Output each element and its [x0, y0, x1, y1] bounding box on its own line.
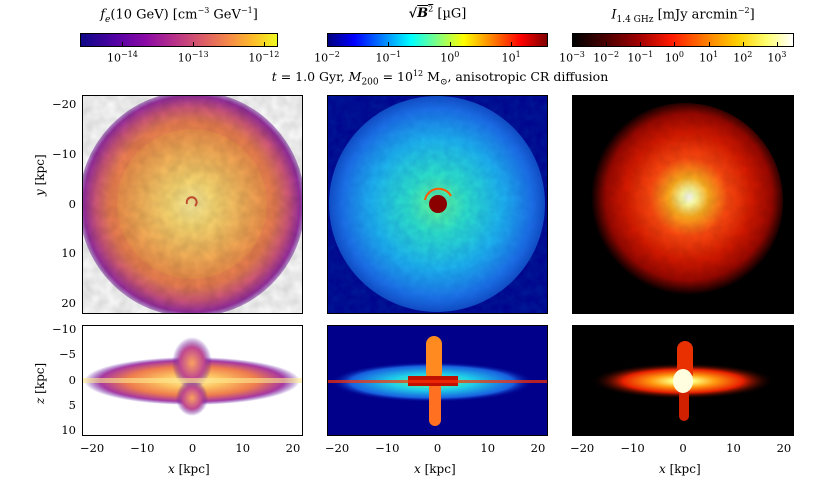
colorbar-tick-label: 10−13 — [177, 50, 209, 65]
fe-edge-on-image — [83, 326, 302, 435]
y-tick-label: −10 — [52, 146, 77, 161]
y-tick-label: −20 — [52, 96, 77, 111]
panel-B-edge-on — [327, 325, 548, 436]
colorbar-tick-label: 101 — [501, 50, 521, 65]
y-tick-label: 10 — [61, 246, 76, 261]
colorbar-tick-mark — [449, 42, 451, 47]
x-tick-label: 10 — [726, 441, 741, 455]
panel-I-edge-on — [572, 325, 794, 436]
colorbar-tick-mark — [606, 42, 608, 47]
colorbar-tick-mark — [327, 42, 328, 47]
colorbar-tick-mark — [776, 42, 778, 47]
colorbar-tick-mark — [193, 42, 195, 47]
y-tick-label: 5 — [68, 397, 76, 412]
x-tick-label: −20 — [324, 441, 350, 455]
panel-fe-edge-on — [82, 325, 303, 436]
B-face-on-image — [328, 96, 547, 313]
panel-fe-face-on — [82, 95, 303, 314]
B-edge-on-image — [328, 326, 547, 435]
x-tick-label: −20 — [569, 441, 595, 455]
y-axis-label-bottom: z [kpc] — [33, 362, 47, 404]
x-tick-label: 20 — [776, 441, 792, 455]
x-axis-label-3: x [kpc] — [659, 462, 701, 476]
x-tick-label: 20 — [530, 441, 546, 455]
I-edge-on-image — [573, 326, 793, 435]
colorbar-tick-mark — [572, 42, 573, 47]
x-tick-label: 0 — [679, 441, 687, 455]
y-tick-label: 20 — [61, 296, 76, 311]
x-tick-label: 0 — [188, 441, 197, 455]
y-tick-label: −10 — [52, 322, 77, 337]
I-face-on-image — [573, 96, 793, 313]
colorbar-tick-label: 102 — [733, 50, 753, 65]
x-tick-label: 10 — [235, 441, 251, 455]
colorbar-tick-mark — [742, 42, 744, 47]
colorbar-tick-label: 10−1 — [627, 50, 654, 65]
colorbar-tick-label: 10−2 — [314, 50, 340, 65]
panel-B-face-on — [327, 95, 548, 314]
colorbar-B — [327, 33, 548, 47]
x-axis-label-2: x [kpc] — [414, 462, 456, 476]
colorbar-tick-mark — [122, 42, 124, 47]
colorbar-tick-label: 10−1 — [375, 50, 402, 65]
colorbar-2-title: √B2 [µG] — [408, 5, 467, 22]
colorbar-tick-label: 10−14 — [106, 50, 138, 65]
y-tick-label: 0 — [68, 372, 76, 387]
x-tick-label: −10 — [130, 441, 155, 455]
panel-I-face-on — [572, 95, 794, 314]
colorbar-tick-label: 100 — [440, 50, 460, 65]
colorbar-tick-label: 10−3 — [559, 50, 585, 65]
colorbar-tick-label: 103 — [767, 50, 787, 65]
y-tick-label: −5 — [59, 347, 76, 362]
colorbar-tick-mark — [674, 42, 676, 47]
y-tick-label: 0 — [68, 196, 76, 211]
x-tick-label: −10 — [375, 441, 400, 455]
colorbar-3-title: I1.4 GHz [mJy arcmin−2] — [611, 6, 755, 25]
colorbar-tick-mark — [640, 42, 642, 47]
colorbar-tick-label: 100 — [664, 50, 684, 65]
colorbar-tick-label: 101 — [699, 50, 719, 65]
y-tick-label: 10 — [61, 422, 76, 437]
colorbar-tick-mark — [708, 42, 710, 47]
x-axis-label-1: x [kpc] — [168, 462, 210, 476]
x-tick-label: −20 — [79, 441, 105, 455]
colorbar-tick-mark — [263, 42, 265, 47]
x-tick-label: −10 — [620, 441, 645, 455]
colorbar-1-title: fe(10 GeV) [cm−3 GeV−1] — [100, 6, 258, 25]
colorbar-fe — [80, 33, 278, 47]
x-tick-label: 0 — [433, 441, 442, 455]
y-axis-label-top: y [kpc] — [33, 154, 47, 196]
x-tick-label: 10 — [480, 441, 496, 455]
figure-subtitle: t = 1.0 Gyr, M200 = 1012 M⊙, anisotropic… — [271, 69, 609, 88]
colorbar-tick-mark — [511, 42, 513, 47]
fe-face-on-image — [83, 96, 302, 313]
colorbar-tick-mark — [388, 42, 390, 47]
colorbar-tick-label: 10−2 — [593, 50, 620, 65]
x-tick-label: 20 — [285, 441, 301, 455]
colorbar-I — [572, 33, 794, 47]
colorbar-tick-label: 10−12 — [248, 50, 280, 65]
